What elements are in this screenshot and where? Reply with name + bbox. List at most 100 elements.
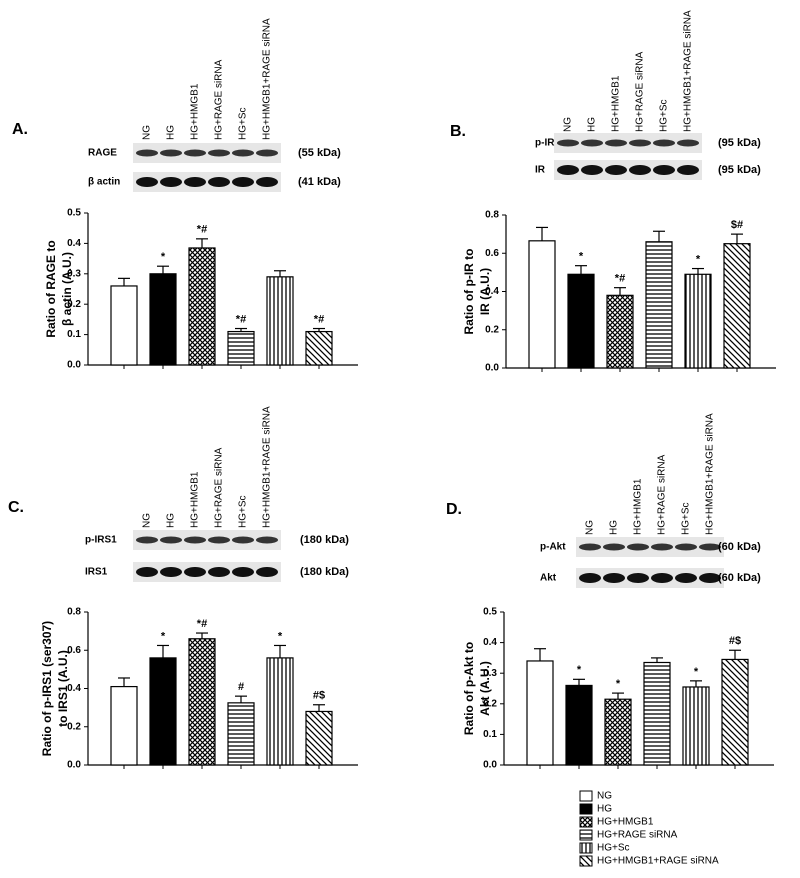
lane-label: HG [609, 520, 620, 535]
blot-band [208, 567, 230, 577]
blot-size: (55 kDa) [298, 147, 341, 159]
blot-band [699, 573, 721, 583]
bar [684, 273, 712, 369]
significance-label: # [238, 681, 244, 693]
blot-background [576, 568, 724, 588]
legend-label: HG+RAGE siRNA [597, 830, 678, 841]
bar [721, 658, 749, 766]
panel-letter: A. [12, 121, 28, 138]
y-tick-label: 0.5 [67, 208, 81, 219]
lane-label: HG+Sc [238, 107, 249, 140]
blot-band [627, 543, 649, 551]
significance-label: *# [314, 313, 324, 325]
blot-band [677, 139, 699, 147]
significance-label: *# [197, 224, 207, 236]
y-tick-label: 0.1 [483, 729, 497, 740]
blot-background [554, 133, 702, 153]
lane-label: HG+Sc [659, 99, 670, 132]
lane-label: HG+HMGB1 [190, 471, 201, 528]
blot-band [675, 573, 697, 583]
blot-size: (180 kDa) [300, 566, 349, 578]
blot-band [184, 536, 206, 544]
blot-band [603, 543, 625, 551]
blot-band [136, 149, 158, 157]
y-tick-label: 0.0 [67, 360, 81, 371]
y-tick-label: 0.2 [67, 721, 81, 732]
significance-label: * [278, 630, 283, 642]
bar [227, 330, 255, 366]
blot-band [208, 177, 230, 187]
bar [604, 698, 632, 766]
blot-band [579, 573, 601, 583]
blot-background [554, 160, 702, 180]
legend-swatch [579, 790, 593, 802]
blot-band [160, 177, 182, 187]
blot-band [136, 177, 158, 187]
blot-size: (60 kDa) [718, 541, 761, 553]
panel-letter: D. [446, 501, 462, 518]
lane-label: HG+RAGE siRNA [657, 454, 668, 535]
blot-band [651, 573, 673, 583]
blot-band [160, 536, 182, 544]
bar [188, 638, 216, 766]
bar [682, 686, 710, 766]
significance-label: * [694, 666, 699, 678]
legend-swatch [579, 816, 593, 828]
blot-label: p-IR [535, 138, 555, 149]
blot-band [581, 139, 603, 147]
blot-label: p-IRS1 [85, 535, 117, 546]
bar [526, 660, 554, 766]
blot-band [653, 165, 675, 175]
significance-label: #$ [729, 635, 741, 647]
bar [723, 243, 751, 369]
legend-swatch [579, 842, 593, 854]
lane-label: HG+HMGB1+RAGE siRNA [705, 413, 716, 535]
y-tick-label: 0.4 [67, 238, 81, 249]
blot-band [557, 165, 579, 175]
blot-band [160, 149, 182, 157]
blot-band [256, 536, 278, 544]
blot-size: (180 kDa) [300, 534, 349, 546]
blot-band [629, 165, 651, 175]
blot-band [136, 567, 158, 577]
bar [606, 294, 634, 369]
legend-label: HG+Sc [597, 843, 630, 854]
y-axis-label: Akt (A.U.) [478, 661, 492, 716]
y-axis-label: Ratio of p-IRS1 (ser307) [40, 621, 54, 756]
significance-label: $# [731, 219, 743, 231]
lane-label: HG+RAGE siRNA [214, 59, 225, 140]
legend-label: HG+HMGB1 [597, 817, 654, 828]
bar [110, 285, 138, 366]
y-axis-label: Ratio of p-Akt to [462, 642, 476, 735]
blot-label: RAGE [88, 148, 117, 159]
blot-band [208, 149, 230, 157]
lane-label: HG+HMGB1+RAGE siRNA [262, 18, 273, 140]
blot-band [256, 177, 278, 187]
bar [565, 684, 593, 766]
blot-band [581, 165, 603, 175]
y-tick-label: 0.5 [483, 607, 497, 618]
y-tick-label: 0.2 [67, 299, 81, 310]
lane-label: NG [585, 520, 596, 535]
blot-band [208, 536, 230, 544]
bar [227, 702, 255, 766]
blot-band [184, 149, 206, 157]
lane-label: HG+HMGB1+RAGE siRNA [683, 10, 694, 132]
blot-band [677, 165, 699, 175]
blot-label: Akt [540, 573, 557, 584]
lane-label: HG+Sc [681, 502, 692, 535]
blot-band [232, 567, 254, 577]
lane-label: NG [563, 117, 574, 132]
bar [305, 330, 333, 366]
blot-label: p-Akt [540, 542, 566, 553]
lane-label: HG+HMGB1 [190, 83, 201, 140]
legend-swatch [579, 855, 593, 867]
blot-background [133, 530, 281, 550]
y-axis-label: IR (A.U.) [478, 268, 492, 315]
blot-band [256, 567, 278, 577]
blot-band [136, 536, 158, 544]
legend-swatch [579, 803, 593, 815]
significance-label: *# [615, 273, 625, 285]
blot-band [160, 567, 182, 577]
blot-size: (60 kDa) [718, 572, 761, 584]
